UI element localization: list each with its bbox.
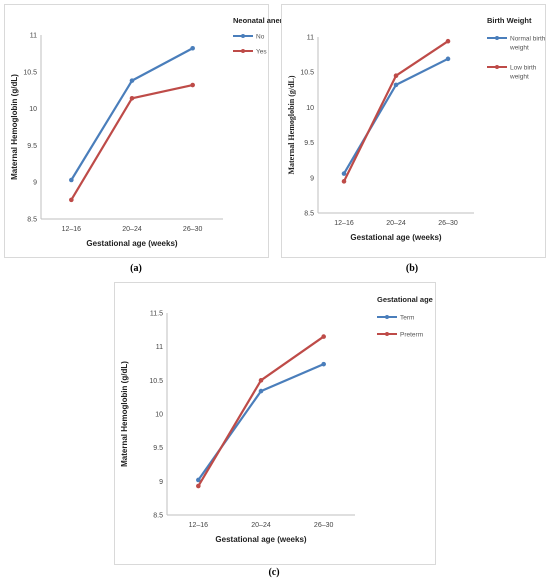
legend-title: Birth Weight xyxy=(487,16,532,25)
caption-b: (b) xyxy=(405,263,419,274)
data-point xyxy=(196,483,201,489)
data-point xyxy=(393,82,399,88)
data-point xyxy=(69,197,74,203)
series-line-2 xyxy=(197,335,325,487)
y-tick-label: 9 xyxy=(310,175,314,182)
data-point xyxy=(393,73,399,79)
x-tick-label: 12–16 xyxy=(189,522,209,529)
series-line-1 xyxy=(70,47,194,181)
y-tick-label: 11.5 xyxy=(150,311,163,318)
y-tick-label: 11 xyxy=(30,33,37,40)
legend-label: Term xyxy=(400,315,414,322)
chart-panel-b: 8.5 9 9.5 10 10.5 11 12–16 20–24 26–30 Gestationa… xyxy=(281,4,546,258)
x-tick-label: 20–24 xyxy=(251,522,271,529)
data-point xyxy=(69,177,74,183)
legend-title: Gestational age xyxy=(377,295,433,304)
y-tick-label: 9.5 xyxy=(304,140,314,147)
data-point xyxy=(196,477,201,483)
y-tick-label: 10.5 xyxy=(149,378,163,385)
legend-label: No xyxy=(256,34,265,41)
y-tick-label: 10 xyxy=(29,106,37,113)
y-tick-label: 11 xyxy=(156,344,163,351)
data-point xyxy=(341,179,347,184)
x-tick-label: 26–30 xyxy=(183,226,203,233)
data-point xyxy=(445,38,451,44)
x-axis-title: Gestational age (weeks) xyxy=(215,535,306,544)
data-point xyxy=(321,334,326,339)
y-tick-label: 9.5 xyxy=(27,143,37,150)
x-axis-title: Gestational age (weeks) xyxy=(86,239,177,248)
y-tick-label: 9 xyxy=(159,479,163,486)
y-axis-title: Maternal Hemoglobin (g/dL) xyxy=(287,75,296,174)
data-point xyxy=(341,171,347,176)
chart-panel-a: 8.5 9 9.5 10 10.5 11 12–16 20–24 26–30 Gestationa… xyxy=(4,4,293,258)
y-axis-title: Maternal Hemoglobin (g/dL) xyxy=(10,74,19,180)
legend-label: Normal birth xyxy=(510,36,546,43)
legend-label: weight xyxy=(509,45,529,52)
data-point xyxy=(190,45,195,51)
data-point xyxy=(129,95,135,101)
y-tick-label: 10.5 xyxy=(23,69,37,76)
series-line-2 xyxy=(343,40,449,182)
legend-swatch-marker xyxy=(385,332,389,336)
data-point xyxy=(321,361,326,367)
caption-c: (c) xyxy=(268,567,280,578)
legend-label: Preterm xyxy=(400,332,423,339)
legend-swatch-marker xyxy=(495,65,499,69)
chart-panel-c: 8.5 9 9.5 10 10.5 11 11.5 12–16 20–24 26–30 Gestat… xyxy=(114,282,436,565)
y-tick-label: 9 xyxy=(33,180,37,187)
x-tick-label: 26–30 xyxy=(438,220,458,227)
y-tick-label: 9.5 xyxy=(153,445,163,452)
legend-swatch-marker xyxy=(385,315,389,319)
legend-label: Yes xyxy=(256,49,267,56)
legend-label: Low birth xyxy=(510,65,537,72)
data-point xyxy=(258,378,264,383)
x-tick-label: 12–16 xyxy=(62,226,82,233)
legend-swatch-marker xyxy=(241,34,245,38)
x-tick-label: 20–24 xyxy=(386,220,406,227)
legend-label: weight xyxy=(509,74,529,81)
y-tick-label: 11 xyxy=(307,35,314,42)
y-tick-label: 8.5 xyxy=(304,211,314,218)
legend-swatch-marker xyxy=(241,49,245,53)
x-tick-label: 20–24 xyxy=(122,226,142,233)
caption-a: (a) xyxy=(130,263,142,274)
legend-title: Neonatal anemia xyxy=(233,16,293,25)
chart-c-svg: 8.5 9 9.5 10 10.5 11 11.5 12–16 20–24 26–30 Gestat… xyxy=(120,295,433,544)
y-tick-label: 8.5 xyxy=(27,217,37,224)
y-tick-label: 10 xyxy=(155,412,163,419)
legend-swatch-marker xyxy=(495,36,499,40)
chart-a-svg: 8.5 9 9.5 10 10.5 11 12–16 20–24 26–30 Gestationa… xyxy=(10,16,293,248)
chart-b-svg: 8.5 9 9.5 10 10.5 11 12–16 20–24 26–30 Gestationa… xyxy=(287,16,546,242)
data-point xyxy=(129,78,135,83)
x-axis-title: Gestational age (weeks) xyxy=(350,233,441,242)
data-point xyxy=(190,82,195,88)
x-tick-label: 12–16 xyxy=(334,220,354,227)
y-tick-label: 8.5 xyxy=(153,513,163,520)
y-axis-title: Maternal Hemoglobin (g/dL) xyxy=(120,361,129,467)
y-tick-label: 10 xyxy=(306,105,314,112)
data-point xyxy=(445,56,451,62)
data-point xyxy=(258,388,264,394)
series-line-2 xyxy=(70,83,193,201)
x-tick-label: 26–30 xyxy=(314,522,334,529)
y-tick-label: 10.5 xyxy=(300,70,314,77)
